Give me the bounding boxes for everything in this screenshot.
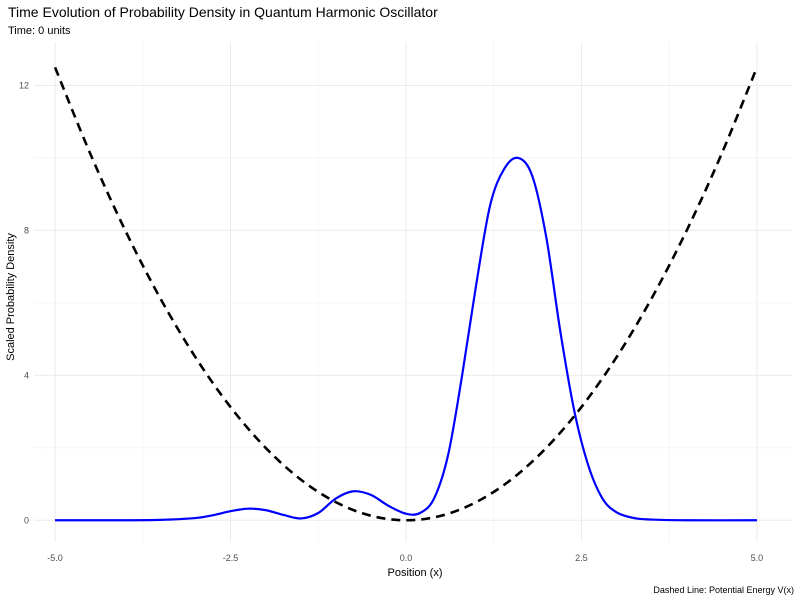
chart-subtitle: Time: 0 units (8, 25, 71, 37)
chart-caption: Dashed Line: Potential Energy V(x) (653, 585, 794, 595)
x-tick-label: -2.5 (223, 553, 239, 563)
data-series (53, 66, 759, 522)
potential-energy-line (53, 66, 759, 522)
x-tick-label: 0.0 (400, 553, 413, 563)
x-tick-label: -5.0 (47, 553, 63, 563)
y-tick-label: 4 (24, 370, 29, 380)
y-tick-labels: 0 4 8 12 (19, 80, 29, 525)
x-tick-label: 2.5 (575, 553, 588, 563)
probability-density-line (55, 156, 757, 522)
y-tick-label: 0 (24, 515, 29, 525)
chart-title: Time Evolution of Probability Density in… (8, 4, 438, 20)
y-axis-title: Scaled Probability Density (5, 233, 17, 361)
y-tick-label: 8 (24, 225, 29, 235)
y-tick-label: 12 (19, 80, 29, 90)
x-tick-labels: -5.0 -2.5 0.0 2.5 5.0 (47, 553, 763, 563)
x-tick-label: 5.0 (751, 553, 764, 563)
x-axis-title: Position (x) (387, 567, 442, 579)
grid-lines (34, 42, 792, 542)
